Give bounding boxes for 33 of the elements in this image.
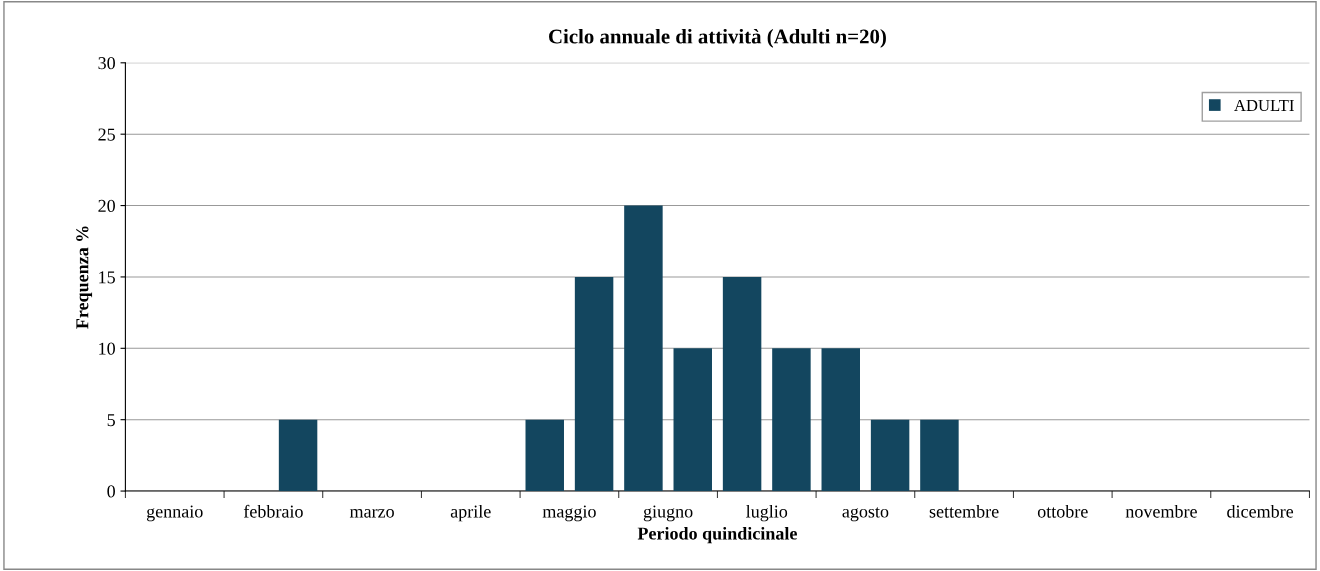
x-tick-label: novembre [1125,504,1197,518]
x-tick-label: aprile [450,504,491,522]
bar [574,276,614,492]
y-tick-label: 25 [98,128,115,141]
x-tick-label: giugno [643,505,693,522]
x-tick-label: marzo [349,508,394,518]
x-tick-label: luglio [746,504,788,522]
bar [821,348,860,492]
bar [722,276,762,492]
bar [278,419,318,492]
x-tick-label: ottobre [1037,504,1088,518]
legend-label: ADULTI [1234,99,1294,112]
x-tick-label: dicembre [1227,504,1294,518]
bar [673,348,712,492]
bar [525,419,564,492]
y-axis-title: Frequenza % [76,226,93,329]
y-tick-label: 20 [98,199,115,212]
bar [920,419,959,492]
chart-title: Ciclo annuale di attività (Adulti n=20) [549,28,886,48]
y-tick-label: 15 [99,271,115,284]
bar [870,419,910,492]
y-tick-label: 0 [107,485,115,498]
x-tick-label: settembre [929,504,999,518]
y-tick-label: 30 [98,57,115,70]
x-tick-label: febbraio [243,504,303,518]
x-tick-label: maggio [542,505,596,522]
x-tick-label: gennaio [146,505,203,522]
x-axis-title: Periodo quindicinale [637,526,797,544]
x-tick-label: agosto [842,507,889,522]
bar [772,348,811,492]
y-tick-label: 10 [99,342,115,355]
y-tick-label: 5 [107,414,115,427]
bar [624,205,663,492]
